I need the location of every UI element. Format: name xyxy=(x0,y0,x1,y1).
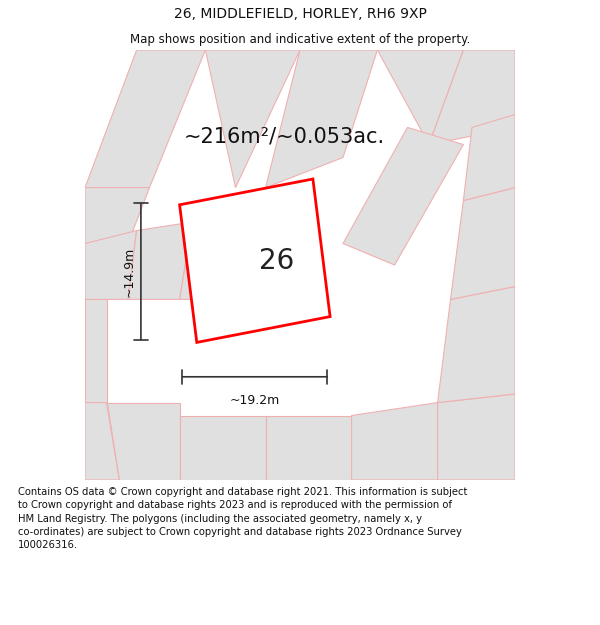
Text: Map shows position and indicative extent of the property.: Map shows position and indicative extent… xyxy=(130,32,470,46)
Text: 26: 26 xyxy=(259,247,294,275)
Polygon shape xyxy=(437,394,515,480)
Polygon shape xyxy=(205,50,300,187)
Text: ~19.2m: ~19.2m xyxy=(230,394,280,407)
Polygon shape xyxy=(266,416,352,480)
Polygon shape xyxy=(343,127,463,265)
Polygon shape xyxy=(463,114,515,201)
Polygon shape xyxy=(451,188,515,299)
Polygon shape xyxy=(179,222,248,299)
Polygon shape xyxy=(128,222,193,299)
Polygon shape xyxy=(179,416,266,480)
Polygon shape xyxy=(437,286,515,402)
Polygon shape xyxy=(107,402,179,480)
Polygon shape xyxy=(377,50,463,144)
Polygon shape xyxy=(85,188,149,299)
Polygon shape xyxy=(266,50,377,187)
Text: Contains OS data © Crown copyright and database right 2021. This information is : Contains OS data © Crown copyright and d… xyxy=(18,488,467,550)
Text: ~216m²/~0.053ac.: ~216m²/~0.053ac. xyxy=(184,126,385,146)
Polygon shape xyxy=(85,402,119,480)
Polygon shape xyxy=(85,299,107,402)
Polygon shape xyxy=(179,179,330,342)
Text: ~14.9m: ~14.9m xyxy=(123,246,136,297)
Polygon shape xyxy=(85,50,205,187)
Text: 26, MIDDLEFIELD, HORLEY, RH6 9XP: 26, MIDDLEFIELD, HORLEY, RH6 9XP xyxy=(173,7,427,21)
Polygon shape xyxy=(352,402,437,480)
Polygon shape xyxy=(429,50,515,144)
Polygon shape xyxy=(85,231,137,299)
